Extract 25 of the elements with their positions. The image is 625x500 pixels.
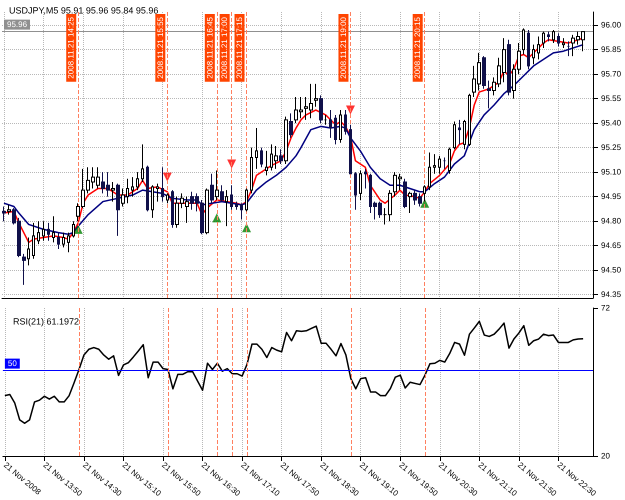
- ref-line-label: 95.96: [7, 20, 28, 30]
- y-tick-label: 95.10: [601, 168, 622, 177]
- y-tick-label: 94.35: [601, 290, 622, 300]
- y-tick-label: 95.40: [601, 118, 622, 128]
- text: RSI(21) 61.1972: [13, 316, 80, 326]
- y-tick-label: 94.95: [601, 192, 622, 202]
- ref-line-label: 2008.11.21 16:45: [205, 16, 214, 79]
- y-tick-label: 94.50: [601, 266, 622, 275]
- y-tick-label: 94.80: [601, 216, 622, 226]
- ref-line-label: 2008.11.21 15:55: [156, 16, 165, 79]
- y-tick-label: 95.25: [601, 143, 622, 152]
- ref-line-label: 2008.11.21 20:15: [413, 16, 422, 79]
- ref-line-label: 2008.11.21 17:00: [220, 16, 230, 79]
- chart-title: USDJPY,M5 95.91 95.96 95.84 95.96: [9, 6, 158, 16]
- y-tick-label: 95.70: [601, 70, 622, 79]
- y-tick-label: 72: [601, 304, 610, 312]
- y-tick-label: 20: [601, 452, 610, 460]
- ref-line-label: 2008.11.21 19:00: [338, 16, 348, 79]
- y-tick-label: 96.00: [601, 20, 622, 30]
- ref-line-label: 50: [8, 359, 18, 368]
- y-tick-label: 94.65: [601, 241, 622, 250]
- y-tick-label: 95.55: [601, 94, 622, 104]
- ref-line-label: 2008.11.21 14:25: [66, 16, 76, 79]
- ref-line-label: 2008.11.21 17:15: [235, 16, 244, 79]
- y-tick-label: 95.85: [601, 45, 622, 54]
